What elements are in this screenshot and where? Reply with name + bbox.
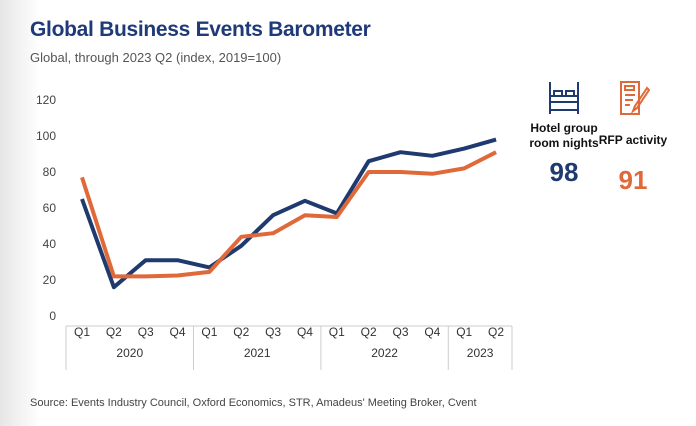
x-tick-label: Q4 (170, 325, 186, 339)
kpi-rfp: RFP activity 91 (598, 80, 668, 196)
year-label: 2020 (116, 346, 143, 360)
year-label: 2023 (467, 346, 494, 360)
x-tick-label: Q1 (74, 325, 90, 339)
x-tick-label: Q2 (361, 325, 377, 339)
y-tick-label: 0 (49, 309, 56, 323)
y-tick-label: 60 (43, 201, 57, 215)
y-tick-label: 100 (36, 129, 56, 143)
x-tick-label: Q3 (392, 325, 408, 339)
kpi-hotel: Hotel group room nights 98 (524, 80, 604, 188)
x-tick-label: Q3 (265, 325, 281, 339)
x-tick-label: Q3 (138, 325, 154, 339)
x-tick-label: Q1 (201, 325, 217, 339)
x-tick-label: Q4 (297, 325, 313, 339)
y-tick-label: 120 (36, 93, 56, 107)
kpi-value: 91 (618, 165, 648, 195)
x-tick-label: Q4 (424, 325, 440, 339)
x-tick-label: Q2 (106, 325, 122, 339)
kpi-label: Hotel group (530, 121, 598, 135)
chart-subtitle: Global, through 2023 Q2 (index, 2019=100… (30, 50, 282, 65)
x-tick-label: Q1 (329, 325, 345, 339)
year-label: 2022 (371, 346, 398, 360)
x-tick-label: Q1 (456, 325, 472, 339)
bed-icon (549, 82, 579, 114)
background-shade (0, 0, 40, 426)
kpi-value: 98 (549, 157, 579, 187)
series-line (80, 150, 497, 279)
kpi-label: room nights (529, 136, 599, 150)
series-line (80, 137, 497, 290)
kpi-label: RFP activity (598, 133, 668, 147)
y-tick-label: 40 (43, 237, 57, 251)
x-tick-label: Q2 (233, 325, 249, 339)
document-pen-icon (620, 81, 651, 115)
y-tick-label: 80 (43, 165, 57, 179)
source-note: Source: Events Industry Council, Oxford … (30, 397, 477, 409)
y-tick-label: 20 (43, 273, 57, 287)
x-tick-label: Q2 (488, 325, 504, 339)
year-label: 2021 (244, 346, 271, 360)
chart-title: Global Business Events Barometer (30, 18, 371, 41)
